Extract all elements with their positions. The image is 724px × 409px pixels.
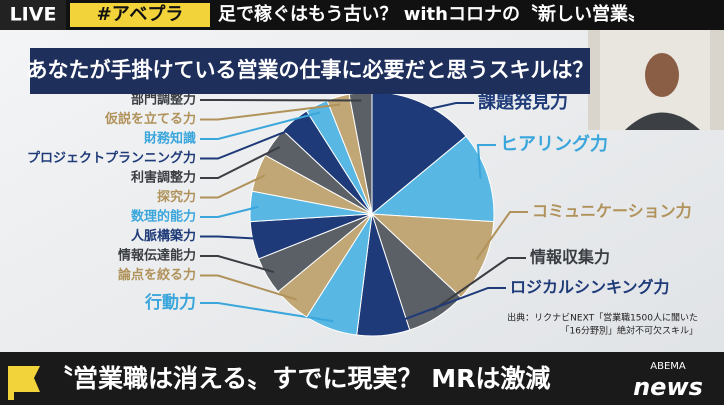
slice-label: コミュニケーション力: [532, 202, 692, 221]
leader-line: [200, 205, 259, 218]
leader-line: [200, 174, 266, 199]
pie-slice: [370, 213, 495, 299]
slice-label: 論点を絞る力: [118, 267, 196, 283]
leader-line: [200, 255, 275, 273]
leader-line: [200, 125, 300, 160]
slice-label: 数理的能力: [131, 209, 196, 225]
person-body: [625, 112, 700, 130]
leader-line: [476, 144, 496, 179]
slice-label: 情報収集力: [530, 248, 610, 267]
leader-line: [200, 103, 341, 121]
leader-line: [200, 302, 334, 323]
title-box: [30, 48, 590, 94]
headline: 足で稼ぐはもう古い？ withコロナの〝新しい営業〟: [218, 3, 646, 25]
slice-label: ヒアリング力: [500, 133, 608, 155]
slice-label: 利害調整力: [131, 170, 196, 186]
slice-label: 情報伝達能力: [118, 248, 196, 264]
leader-line: [200, 146, 281, 179]
leader-line: [200, 274, 297, 301]
slice-label: 財務知識: [143, 131, 196, 147]
chart-title: あなたが手掛けている営業の仕事に必要だと思うスキルは？: [27, 58, 594, 82]
slice-label: ロジカルシンキング力: [510, 278, 670, 297]
leader-line: [200, 99, 362, 102]
tag-box: [70, 3, 210, 27]
person-head: [645, 53, 679, 97]
leader-line: [200, 235, 261, 240]
live-label: LIVE: [10, 4, 57, 26]
leader-line: [432, 257, 526, 312]
source: 出典：リクナビNEXT「営業職1500人に聞いた: [507, 312, 698, 324]
leader-line: [200, 111, 321, 140]
leader-line: [475, 211, 528, 260]
live-box: [0, 0, 66, 30]
slice-label: 課題発見力: [478, 91, 568, 113]
leader-line: [420, 102, 474, 112]
slice-label: 行動力: [144, 292, 196, 313]
logo-bottom: news: [633, 373, 703, 401]
source: 「16分野別」絶対不可欠スキル」: [561, 325, 698, 337]
slice-label: 仮説を立てる力: [104, 111, 196, 127]
tag: #アベプラ: [97, 3, 184, 25]
logo-top: ABEMA: [650, 361, 686, 372]
flag-icon: [8, 366, 40, 400]
footer-headline: 〝営業職は消える〟すでに現実？ MRは激減: [48, 364, 550, 393]
slice-label: 探究力: [157, 189, 196, 205]
slice-label: 部門調整力: [131, 92, 196, 108]
slice-label: プロジェクトプランニング力: [27, 150, 196, 166]
bottom-bar: [0, 352, 724, 405]
slice-label: 人脈構築力: [131, 228, 196, 244]
pie-slice: [370, 135, 495, 223]
leader-line: [382, 287, 506, 329]
